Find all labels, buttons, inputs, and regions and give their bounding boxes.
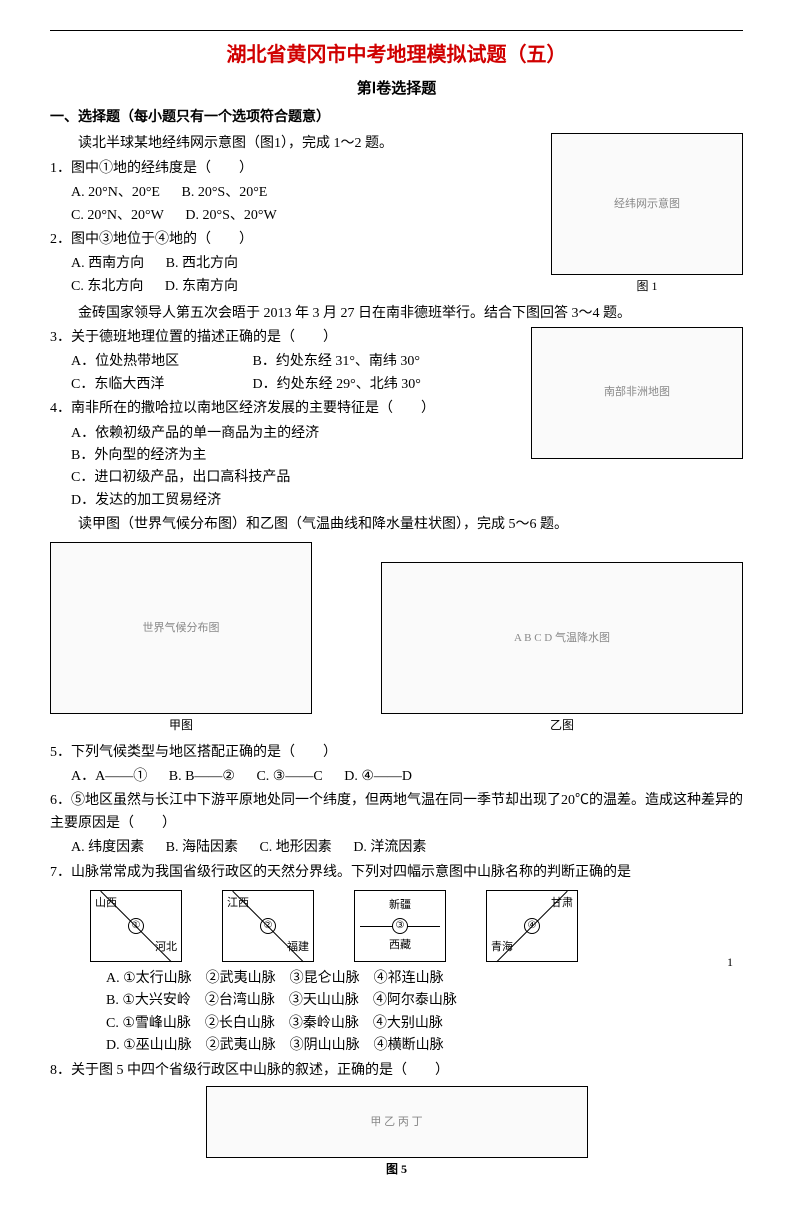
q7-box4-right: 青海 <box>491 939 513 957</box>
q5-opt-b: B. B——② <box>169 766 235 788</box>
figure-jia: 世界气候分布图 甲图 <box>50 542 312 735</box>
q6-options: A. 纬度因素 B. 海陆因素 C. 地形因素 D. 洋流因素 <box>50 837 743 859</box>
figure-1: 经纬网示意图 图 1 <box>551 133 743 296</box>
q7-box3-left: 新疆 <box>389 897 411 915</box>
figure-5: 甲 乙 丙 丁 图 5 <box>50 1086 743 1179</box>
figure-2-box: 南部非洲地图 <box>531 327 743 459</box>
page-number: 1 <box>727 953 733 972</box>
q1-opt-b: B. 20°S、20°E <box>181 182 267 204</box>
q8-stem: 8．关于图 5 中四个省级行政区中山脉的叙述，正确的是（ ） <box>50 1060 743 1082</box>
q7-box-1: 山西 ① 河北 <box>90 890 182 962</box>
figure-yi-box: A B C D 气温降水图 <box>381 562 743 714</box>
q3-opt-b: B．约处东经 31°、南纬 30° <box>253 351 421 373</box>
q6-opt-a: A. 纬度因素 <box>71 837 144 859</box>
q3-opt-c: C．东临大西洋 <box>71 374 231 396</box>
q7-box-4: 甘肃 ④ 青海 <box>486 890 578 962</box>
q7-box3-right: 西藏 <box>389 937 411 955</box>
q6-opt-b: B. 海陆因素 <box>166 837 238 859</box>
q6-opt-d: D. 洋流因素 <box>353 837 426 859</box>
q7-box2-right: 福建 <box>287 939 309 957</box>
q5-opt-d: D. ④——D <box>344 766 412 788</box>
q7-stem: 7．山脉常常成为我国省级行政区的天然分界线。下列对四幅示意图中山脉名称的判断正确… <box>50 862 743 884</box>
figure-yi: A B C D 气温降水图 乙图 <box>381 562 743 735</box>
q2-opt-c: C. 东北方向 <box>71 276 143 298</box>
intro-text-3: 读甲图（世界气候分布图）和乙图（气温曲线和降水量柱状图），完成 5～6 题。 <box>50 514 743 536</box>
q6-opt-c: C. 地形因素 <box>259 837 331 859</box>
q4-opt-d: D．发达的加工贸易经济 <box>50 490 743 512</box>
figure-row-1: 世界气候分布图 甲图 A B C D 气温降水图 乙图 <box>50 542 743 735</box>
top-rule <box>50 30 743 31</box>
page-subtitle: 第Ⅰ卷选择题 <box>50 77 743 101</box>
q2-opt-a: A. 西南方向 <box>71 253 144 275</box>
q7-opt-c: C. ①雪峰山脉 ②长白山脉 ③秦岭山脉 ④大别山脉 <box>85 1013 743 1035</box>
q2-opt-b: B. 西北方向 <box>166 253 238 275</box>
q1-opt-c: C. 20°N、20°W <box>71 205 164 227</box>
q1-opt-a: A. 20°N、20°E <box>71 182 160 204</box>
q7-opt-d: D. ①巫山山脉 ②武夷山脉 ③阴山山脉 ④横断山脉 <box>85 1035 743 1057</box>
q3-opt-a: A．位处热带地区 <box>71 351 231 373</box>
q7-boxes: 山西 ① 河北 江西 ② 福建 新疆 ③ 西藏 甘肃 ④ 青海 <box>90 890 743 962</box>
page-title: 湖北省黄冈市中考地理模拟试题（五） <box>50 39 743 71</box>
q7-box1-left: 山西 <box>95 895 117 913</box>
q7-box4-left: 甘肃 <box>551 895 573 913</box>
q7-opt-b: B. ①大兴安岭 ②台湾山脉 ③天山山脉 ④阿尔泰山脉 <box>85 990 743 1012</box>
q1-opt-d: D. 20°S、20°W <box>185 205 276 227</box>
q5-opt-c: C. ③——C <box>256 766 322 788</box>
q7-options: A. ①太行山脉 ②武夷山脉 ③昆仑山脉 ④祁连山脉 B. ①大兴安岭 ②台湾山… <box>50 968 743 1058</box>
q7-opt-a: A. ①太行山脉 ②武夷山脉 ③昆仑山脉 ④祁连山脉 <box>85 968 743 990</box>
q7-box-3: 新疆 ③ 西藏 <box>354 890 446 962</box>
q5-opt-a: A．A——① <box>71 766 147 788</box>
q7-box1-right: 河北 <box>155 939 177 957</box>
figure-2: 南部非洲地图 <box>531 327 743 459</box>
q7-box2-left: 江西 <box>227 895 249 913</box>
figure-1-box: 经纬网示意图 <box>551 133 743 275</box>
q5-stem: 5．下列气候类型与地区搭配正确的是（ ） <box>50 742 743 764</box>
figure-jia-box: 世界气候分布图 <box>50 542 312 714</box>
q2-opt-d: D. 东南方向 <box>165 276 238 298</box>
q5-options: A．A——① B. B——② C. ③——C D. ④——D <box>50 766 743 788</box>
section-heading: 一、选择题（每小题只有一个选项符合题意） <box>50 107 743 129</box>
figure-1-caption: 图 1 <box>551 277 743 296</box>
figure-jia-caption: 甲图 <box>50 716 312 735</box>
q3-opt-d: D．约处东经 29°、北纬 30° <box>253 374 421 396</box>
figure-5-caption: 图 5 <box>50 1160 743 1179</box>
q7-box-2: 江西 ② 福建 <box>222 890 314 962</box>
q6-stem: 6．⑤地区虽然与长江中下游平原地处同一个纬度，但两地气温在同一季节却出现了20℃… <box>50 790 743 835</box>
figure-yi-caption: 乙图 <box>381 716 743 735</box>
q4-opt-c: C．进口初级产品，出口高科技产品 <box>50 467 743 489</box>
intro-text-2: 金砖国家领导人第五次会晤于 2013 年 3 月 27 日在南非德班举行。结合下… <box>50 303 743 325</box>
q7-box3-num: ③ <box>392 918 408 934</box>
